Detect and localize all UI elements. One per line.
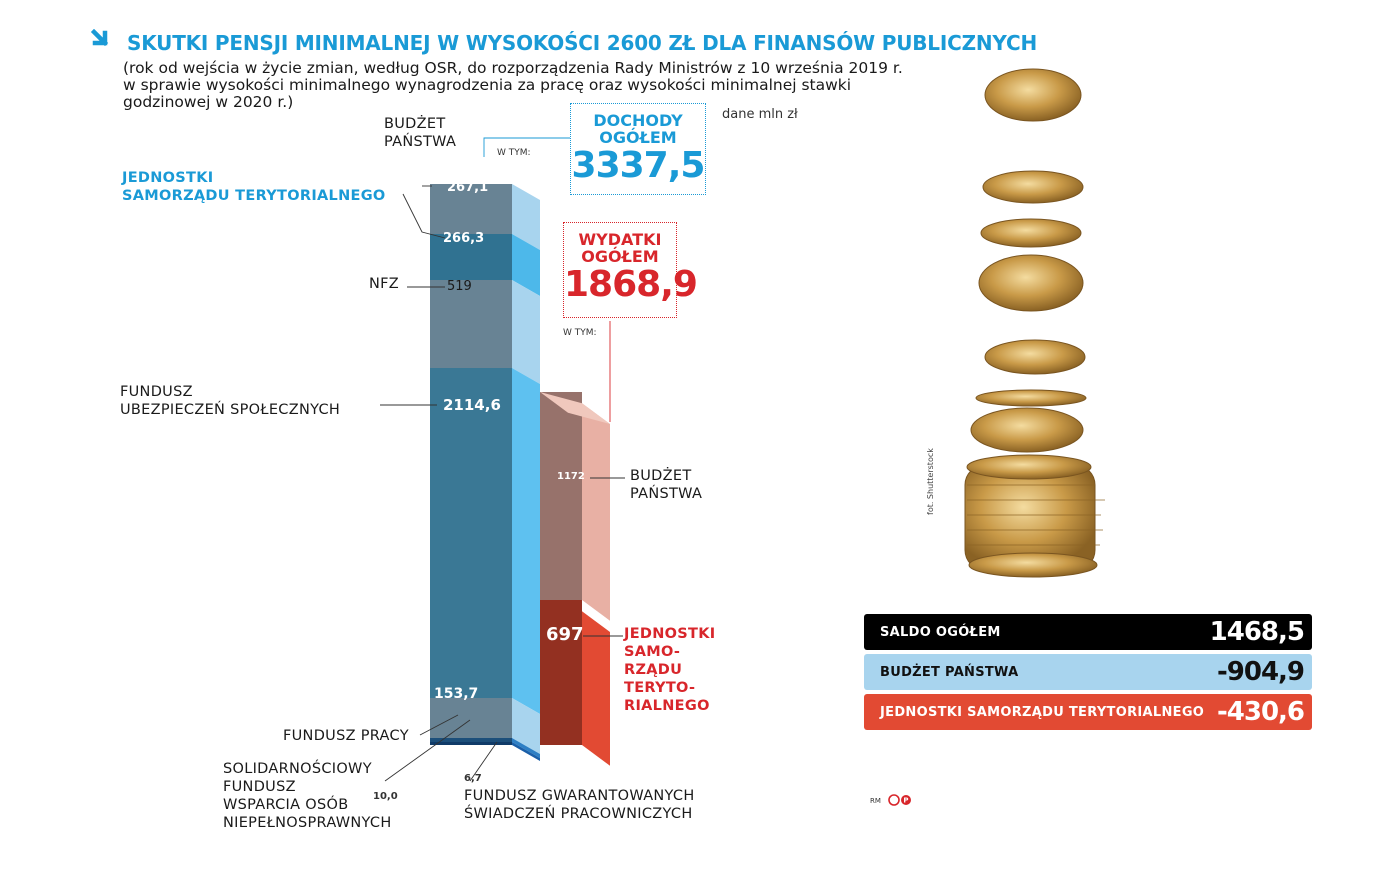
income-bar-side-6 [512,742,540,761]
expense-bar-side-0 [582,403,610,621]
income-value-fus: 2114,6 [443,396,501,414]
leader-line-1 [402,193,446,239]
expense-w-tym: W TYM: [563,328,597,338]
income-bar-front-4 [430,698,512,738]
chart-title: SKUTKI PENSJI MINIMALNEJ W WYSOKOŚCI 260… [127,31,1037,55]
saldo-total-label: SALDO OGÓŁEM [880,624,1001,640]
expense-bar-side-1 [582,611,610,766]
expense-value-budzet: 1172 [557,471,585,482]
income-value-budzet: 267,1 [447,180,489,195]
expense-label-budzet: BUDŻET PAŃSTWA [630,468,703,502]
income-label-nfz: NFZ [369,276,400,292]
expense-total-value: 1868,9 [564,264,698,305]
income-total-box: DOCHODY OGÓŁEM 3337,5 [570,103,706,195]
income-value-fgsp: 6,7 [464,773,482,784]
income-bar-front-1 [430,234,512,280]
income-total-value: 3337,5 [571,145,706,186]
author-initials: RM [870,797,881,805]
income-w-tym: W TYM: [497,148,531,158]
saldo-budzet-label: BUDŻET PAŃSTWA [880,664,1019,680]
saldo-row-budzet: BUDŻET PAŃSTWA -904,9 [864,654,1312,690]
leader-line-9 [483,137,570,157]
income-bar-front-6 [430,742,512,745]
expense-total-title: WYDATKI OGÓŁEM [578,230,662,266]
income-value-jst: 266,3 [443,231,485,246]
income-bar-side-0 [512,184,540,250]
expense-bar-top [540,392,610,424]
income-bar-side-2 [512,280,540,384]
saldo-total-value: 1468,5 [1209,617,1305,647]
income-label-sfwon: SOLIDARNOŚCIOWY FUNDUSZ WSPARCIA OSÓB NI… [223,761,392,831]
income-total-title: DOCHODY OGÓŁEM [593,111,683,147]
income-bar-side-5 [512,738,540,758]
expense-label-jst: JEDNOSTKI SAMO- RZĄDU TERYTO- RIALNEGO [624,626,716,714]
saldo-row-total: SALDO OGÓŁEM 1468,5 [864,614,1312,650]
income-label-jst: JEDNOSTKI SAMORZĄDU TERYTORIALNEGO [122,170,386,204]
income-label-fp: FUNDUSZ PRACY [283,728,409,744]
income-bar-front-5 [430,738,512,742]
leader-line-6 [469,741,498,782]
income-label-fus: FUNDUSZ UBEZPIECZEŃ SPOŁECZNYCH [120,384,341,418]
coins-illustration [964,68,1105,578]
saldo-budzet-value: -904,9 [1216,657,1305,687]
photo-credit: fot. Shutterstock [926,448,935,515]
income-label-fgsp: FUNDUSZ GWARANTOWANYCH ŚWIADCZEŃ PRACOWN… [464,788,695,822]
expense-bar-front-1 [540,600,582,745]
unit-label: dane mln zł [722,107,798,122]
expense-total-box: WYDATKI OGÓŁEM 1868,9 [563,222,698,318]
income-bar-front-0 [430,184,512,234]
income-bar-side-3 [512,368,540,714]
publisher-logo: P [888,794,911,806]
chart-subtitle: (rok od wejścia w życie zmian, według OS… [123,59,903,111]
svg-text:P: P [903,797,908,805]
leader-line-4 [419,714,459,736]
income-bar-side-4 [512,698,540,754]
income-value-sfwon: 10,0 [373,791,398,802]
saldo-row-jst: JEDNOSTKI SAMORZĄDU TERYTORIALNEGO -430,… [864,694,1312,730]
leader-line-5 [384,719,471,782]
income-value-fp: 153,7 [434,686,479,702]
saldo-jst-value: -430,6 [1216,697,1305,727]
saldo-jst-label: JEDNOSTKI SAMORZĄDU TERYTORIALNEGO [880,704,1205,720]
arrow-down-right-icon [91,29,109,47]
expense-bar-front-0 [540,392,582,600]
income-bar-front-3 [430,368,512,698]
income-bar-front-2 [430,280,512,368]
expense-value-jst: 697 [546,624,584,645]
income-label-budzet: BUDŻET PAŃSTWA [384,116,457,150]
income-bar-side-1 [512,234,540,296]
income-value-nfz: 519 [447,279,472,294]
